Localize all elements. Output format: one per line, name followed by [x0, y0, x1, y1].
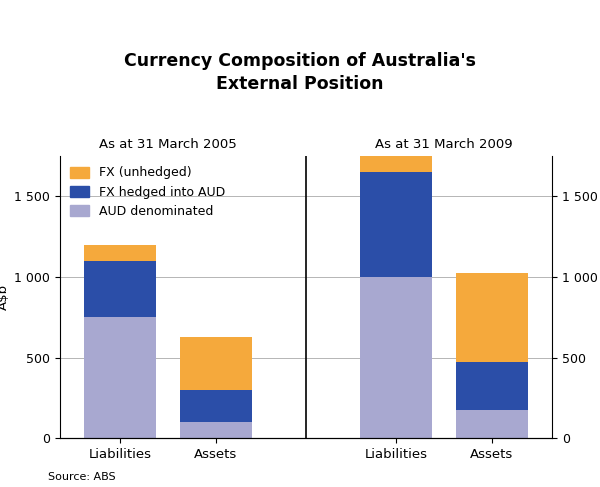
Bar	[180, 422, 252, 438]
Legend: FX (unhedged), FX hedged into AUD, AUD denominated: FX (unhedged), FX hedged into AUD, AUD d…	[65, 162, 230, 223]
Text: Currency Composition of Australia's
External Position: Currency Composition of Australia's Exte…	[124, 52, 476, 93]
Text: Source: ABS: Source: ABS	[48, 472, 116, 482]
Bar	[456, 410, 528, 438]
Bar	[456, 273, 528, 362]
Bar	[84, 317, 156, 438]
Bar	[360, 277, 432, 438]
Bar	[180, 390, 252, 422]
Bar	[360, 172, 432, 277]
Bar	[84, 261, 156, 317]
Text: As at 31 March 2005: As at 31 March 2005	[99, 138, 237, 151]
Text: As at 31 March 2009: As at 31 March 2009	[375, 138, 513, 151]
Bar	[180, 337, 252, 390]
Bar	[84, 244, 156, 261]
Y-axis label: A$b: A$b	[0, 284, 10, 310]
Bar	[360, 156, 432, 172]
Bar	[456, 362, 528, 410]
